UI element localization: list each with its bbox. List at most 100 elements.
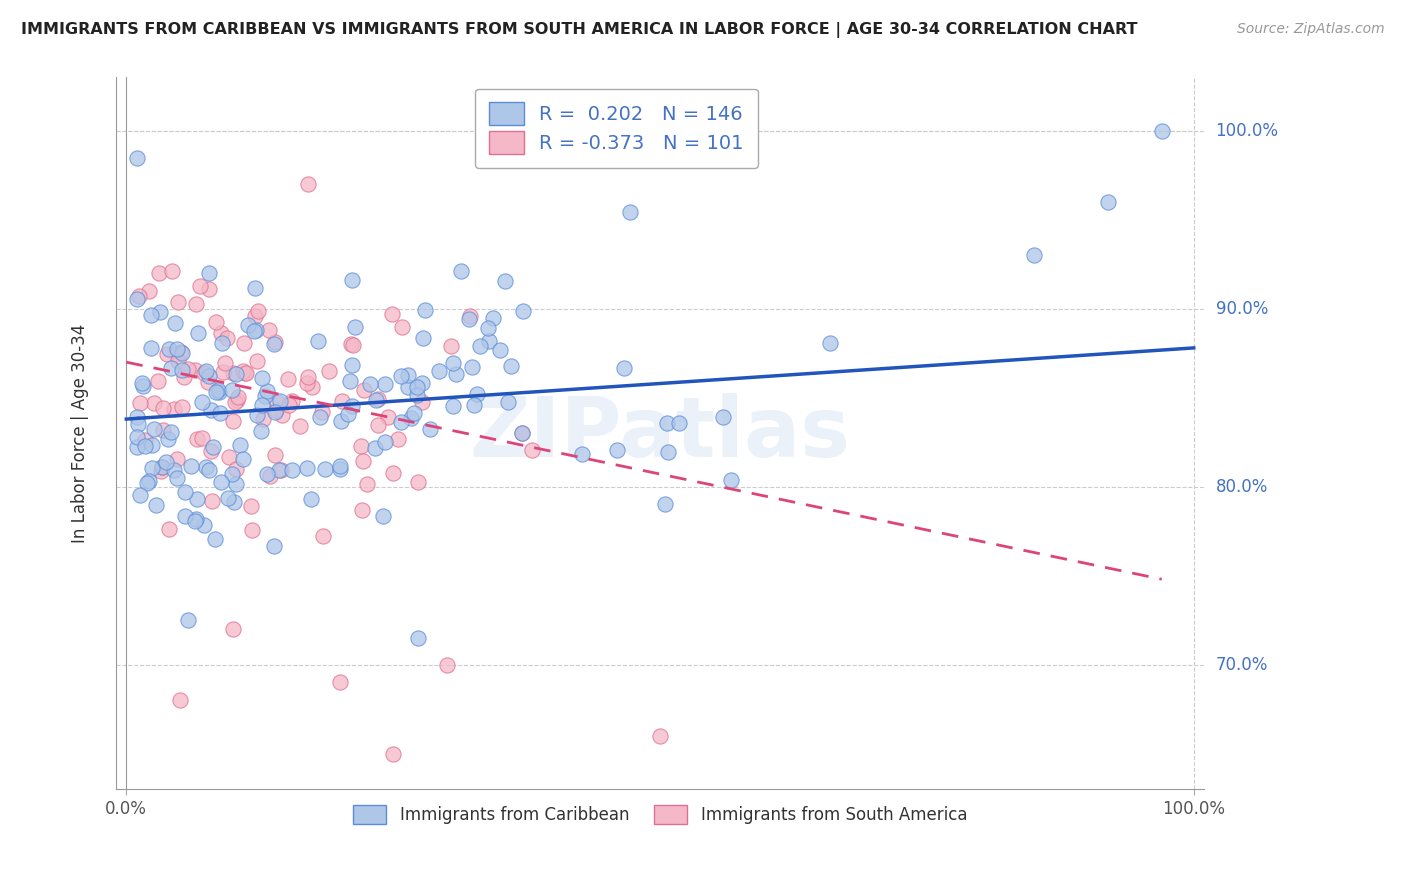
Point xyxy=(191,431,214,445)
Point xyxy=(246,409,269,423)
Point xyxy=(377,409,399,424)
Point xyxy=(152,401,174,416)
Point xyxy=(267,463,290,477)
Point xyxy=(308,409,330,424)
Point xyxy=(163,401,186,416)
Point xyxy=(183,362,205,376)
Point xyxy=(195,460,218,475)
Point xyxy=(224,394,246,409)
Point xyxy=(277,372,299,386)
Point xyxy=(299,491,322,506)
Text: Source: ZipAtlas.com: Source: ZipAtlas.com xyxy=(1237,22,1385,37)
Point xyxy=(238,318,260,332)
Text: 100.0%: 100.0% xyxy=(1216,122,1278,140)
Point xyxy=(198,463,221,477)
Point xyxy=(396,368,419,382)
Point xyxy=(396,380,419,394)
Point xyxy=(201,440,224,454)
Point xyxy=(277,398,299,412)
Point xyxy=(352,454,374,468)
Y-axis label: In Labor Force | Age 30-34: In Labor Force | Age 30-34 xyxy=(72,324,89,543)
Point xyxy=(257,324,280,338)
Point xyxy=(340,359,363,373)
Point xyxy=(340,273,363,287)
Point xyxy=(186,491,208,506)
Point xyxy=(367,392,389,407)
Point xyxy=(463,398,485,412)
Point xyxy=(818,335,841,350)
Point xyxy=(281,393,304,408)
Point xyxy=(209,475,232,490)
Point xyxy=(201,494,224,508)
Point xyxy=(217,491,239,505)
Point xyxy=(329,458,352,473)
Point xyxy=(125,152,148,166)
Point xyxy=(482,311,505,326)
Point xyxy=(186,432,208,446)
Point xyxy=(134,433,156,447)
Text: 70.0%: 70.0% xyxy=(1216,656,1268,673)
Point xyxy=(1022,248,1045,262)
Point xyxy=(200,443,222,458)
Point xyxy=(221,467,243,482)
Point xyxy=(668,416,690,430)
Point xyxy=(132,379,155,393)
Point xyxy=(222,414,245,428)
Point xyxy=(184,514,207,528)
Point xyxy=(496,394,519,409)
Point xyxy=(246,303,269,318)
Point xyxy=(406,632,429,646)
Point xyxy=(212,365,235,379)
Point xyxy=(150,459,173,474)
Point xyxy=(657,445,679,459)
Text: IMMIGRANTS FROM CARIBBEAN VS IMMIGRANTS FROM SOUTH AMERICA IN LABOR FORCE | AGE : IMMIGRANTS FROM CARIBBEAN VS IMMIGRANTS … xyxy=(21,22,1137,38)
Point xyxy=(129,488,152,502)
Point xyxy=(163,316,186,330)
Point xyxy=(470,339,492,353)
Point xyxy=(270,408,292,422)
Point xyxy=(141,341,163,355)
Point xyxy=(243,281,266,295)
Point xyxy=(170,363,193,377)
Point xyxy=(353,383,375,397)
Point xyxy=(263,539,285,553)
Point xyxy=(177,613,200,627)
Point xyxy=(297,178,319,192)
Point xyxy=(415,302,437,317)
Point xyxy=(197,375,219,389)
Point xyxy=(224,494,246,508)
Point xyxy=(204,532,226,546)
Point xyxy=(245,323,267,337)
Point xyxy=(494,275,516,289)
Point xyxy=(209,326,232,340)
Point xyxy=(138,284,160,298)
Point xyxy=(264,448,287,462)
Point xyxy=(193,518,215,533)
Point xyxy=(301,379,323,393)
Point xyxy=(263,335,285,350)
Point xyxy=(440,339,463,353)
Point xyxy=(166,451,188,466)
Text: 90.0%: 90.0% xyxy=(1216,300,1268,318)
Point xyxy=(229,438,252,452)
Point xyxy=(239,500,262,514)
Point xyxy=(461,359,484,374)
Point xyxy=(193,366,215,380)
Point xyxy=(450,263,472,277)
Point xyxy=(142,396,165,410)
Point xyxy=(127,417,149,431)
Point xyxy=(131,376,153,390)
Point xyxy=(156,347,179,361)
Point xyxy=(152,423,174,437)
Point xyxy=(233,366,256,380)
Point xyxy=(297,369,319,384)
Point xyxy=(157,522,180,536)
Point xyxy=(373,435,395,450)
Point xyxy=(225,393,247,408)
Point xyxy=(156,432,179,446)
Point xyxy=(166,343,188,357)
Point xyxy=(381,466,404,480)
Point xyxy=(136,475,159,490)
Point xyxy=(243,324,266,338)
Point xyxy=(209,407,232,421)
